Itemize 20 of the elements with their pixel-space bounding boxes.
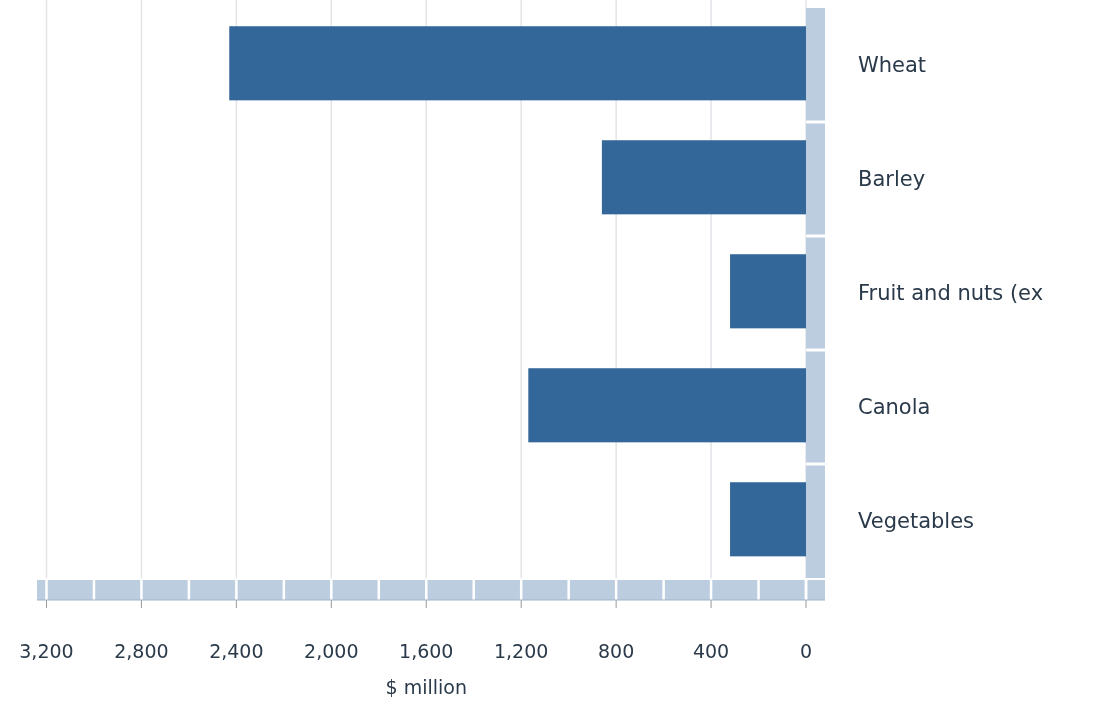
x-tick-label: 3,200 bbox=[19, 640, 74, 662]
y-tick-label: Fruit and nuts (ex bbox=[858, 281, 1044, 305]
x-tick-label: 800 bbox=[598, 640, 635, 662]
y-tick-label: Vegetables bbox=[858, 509, 975, 533]
bar bbox=[730, 482, 807, 557]
x-tick-label: 2,800 bbox=[114, 640, 169, 662]
x-axis-title: $ million bbox=[385, 676, 467, 698]
x-tick-label: 400 bbox=[692, 640, 730, 662]
bar bbox=[528, 368, 807, 443]
x-tick-label: 2,400 bbox=[209, 640, 264, 662]
x-tick-label: 0 bbox=[799, 640, 813, 662]
x-tick-label: 1,600 bbox=[399, 640, 454, 662]
y-tick-label: Wheat bbox=[858, 53, 927, 77]
y-tick-label: Canola bbox=[858, 395, 931, 419]
bar bbox=[229, 26, 807, 101]
x-tick-label: 2,000 bbox=[304, 640, 359, 662]
bar bbox=[730, 254, 807, 329]
bar bbox=[601, 140, 807, 215]
x-tick-label: 1,200 bbox=[493, 640, 549, 662]
y-tick-label: Barley bbox=[858, 167, 926, 191]
